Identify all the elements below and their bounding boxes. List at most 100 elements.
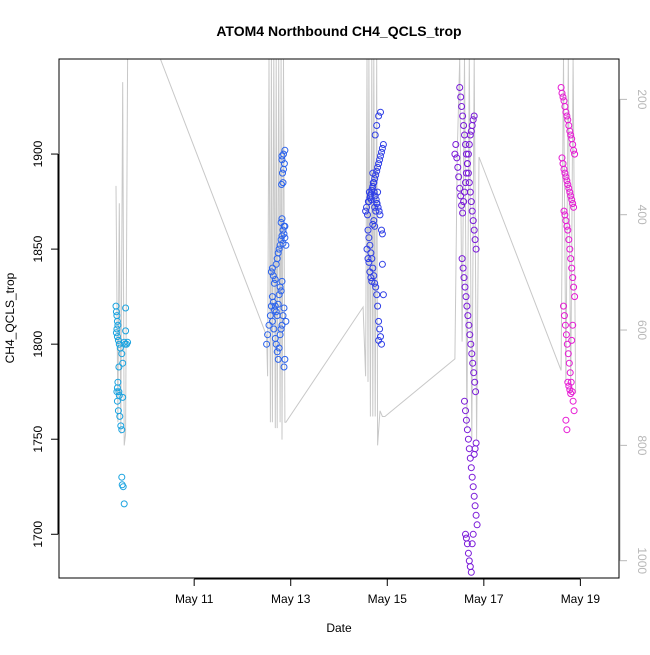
- secondary-tick-label: 400: [635, 205, 649, 225]
- data-point: [567, 390, 575, 398]
- data-point: [460, 122, 468, 129]
- data-point: [379, 291, 387, 299]
- data-point: [466, 563, 474, 571]
- data-point: [379, 141, 387, 148]
- data-point: [378, 260, 386, 268]
- secondary-tick-label: 600: [635, 320, 649, 340]
- data-point: [465, 557, 473, 565]
- data-point: [374, 203, 382, 211]
- data-point: [566, 245, 574, 253]
- data-point: [122, 304, 130, 312]
- data-point: [466, 188, 474, 196]
- data-point: [112, 329, 120, 337]
- data-point: [369, 182, 377, 190]
- data-point: [453, 154, 461, 162]
- data-point: [569, 200, 577, 207]
- y-axis-label: CH4_QCLS_trop: [3, 272, 17, 363]
- y-tick-label: 1700: [31, 521, 45, 548]
- data-point: [559, 93, 567, 101]
- data-point: [376, 325, 384, 333]
- data-point: [470, 492, 478, 500]
- x-axis-label: Date: [326, 621, 352, 635]
- data-point: [376, 211, 384, 219]
- data-point: [280, 160, 288, 168]
- data-point: [369, 169, 377, 177]
- data-point: [463, 540, 471, 548]
- data-point: [469, 217, 477, 225]
- series-4: [451, 84, 481, 576]
- data-point: [377, 108, 384, 116]
- data-point: [463, 160, 471, 168]
- data-point: [273, 312, 281, 320]
- data-point: [371, 131, 379, 139]
- data-point: [467, 568, 475, 576]
- data-point: [467, 340, 475, 348]
- points-layer: [112, 84, 579, 576]
- data-point: [366, 194, 374, 202]
- data-point: [466, 454, 474, 462]
- series-1: [112, 302, 132, 508]
- data-point: [281, 234, 289, 242]
- data-point: [560, 207, 568, 215]
- data-point: [465, 141, 473, 148]
- data-point: [278, 215, 286, 223]
- data-point: [568, 196, 576, 204]
- data-point: [279, 169, 286, 177]
- data-point: [563, 222, 571, 230]
- data-point: [456, 184, 464, 192]
- data-point: [563, 426, 571, 434]
- data-point: [454, 163, 462, 171]
- x-tick-label: May 13: [271, 592, 311, 606]
- data-point: [274, 300, 282, 308]
- data-point: [465, 179, 473, 187]
- data-point: [561, 169, 569, 177]
- data-point: [567, 192, 575, 200]
- x-tick-label: May 11: [175, 592, 214, 606]
- data-point: [280, 150, 287, 158]
- data-point: [470, 112, 478, 120]
- data-point: [117, 422, 125, 430]
- data-point: [268, 317, 276, 325]
- plot-box: [58, 58, 620, 579]
- data-point: [472, 388, 480, 396]
- data-point: [469, 483, 477, 491]
- data-point: [278, 152, 286, 160]
- data-point: [270, 306, 278, 314]
- data-point: [461, 397, 468, 405]
- data-point: [282, 317, 290, 325]
- data-point: [115, 363, 123, 371]
- data-point: [281, 355, 289, 363]
- data-point: [118, 473, 126, 481]
- data-point: [457, 93, 465, 101]
- pressure-line: [115, 58, 577, 446]
- data-point: [376, 156, 384, 164]
- data-point: [373, 167, 381, 175]
- data-point: [115, 392, 123, 399]
- data-point: [270, 325, 278, 333]
- data-point: [113, 317, 121, 325]
- data-point: [571, 293, 579, 301]
- data-point: [558, 89, 566, 97]
- data-point: [473, 521, 481, 529]
- secondary-tick-label: 800: [635, 435, 649, 455]
- y-tick-label: 1850: [31, 235, 45, 262]
- data-point: [378, 230, 386, 238]
- data-point: [282, 241, 290, 249]
- data-point: [461, 283, 469, 291]
- data-point: [462, 179, 469, 187]
- data-point: [472, 439, 480, 447]
- data-point: [451, 150, 459, 158]
- data-point: [563, 177, 571, 185]
- data-point: [460, 198, 468, 206]
- data-point: [468, 540, 476, 548]
- data-point: [369, 220, 377, 228]
- data-point: [467, 464, 475, 472]
- data-point: [277, 236, 285, 244]
- data-point: [365, 198, 373, 206]
- data-point: [280, 304, 288, 312]
- data-point: [470, 369, 478, 377]
- data-point: [115, 388, 123, 396]
- data-point: [119, 483, 127, 491]
- data-point: [119, 393, 127, 401]
- data-point: [465, 321, 473, 329]
